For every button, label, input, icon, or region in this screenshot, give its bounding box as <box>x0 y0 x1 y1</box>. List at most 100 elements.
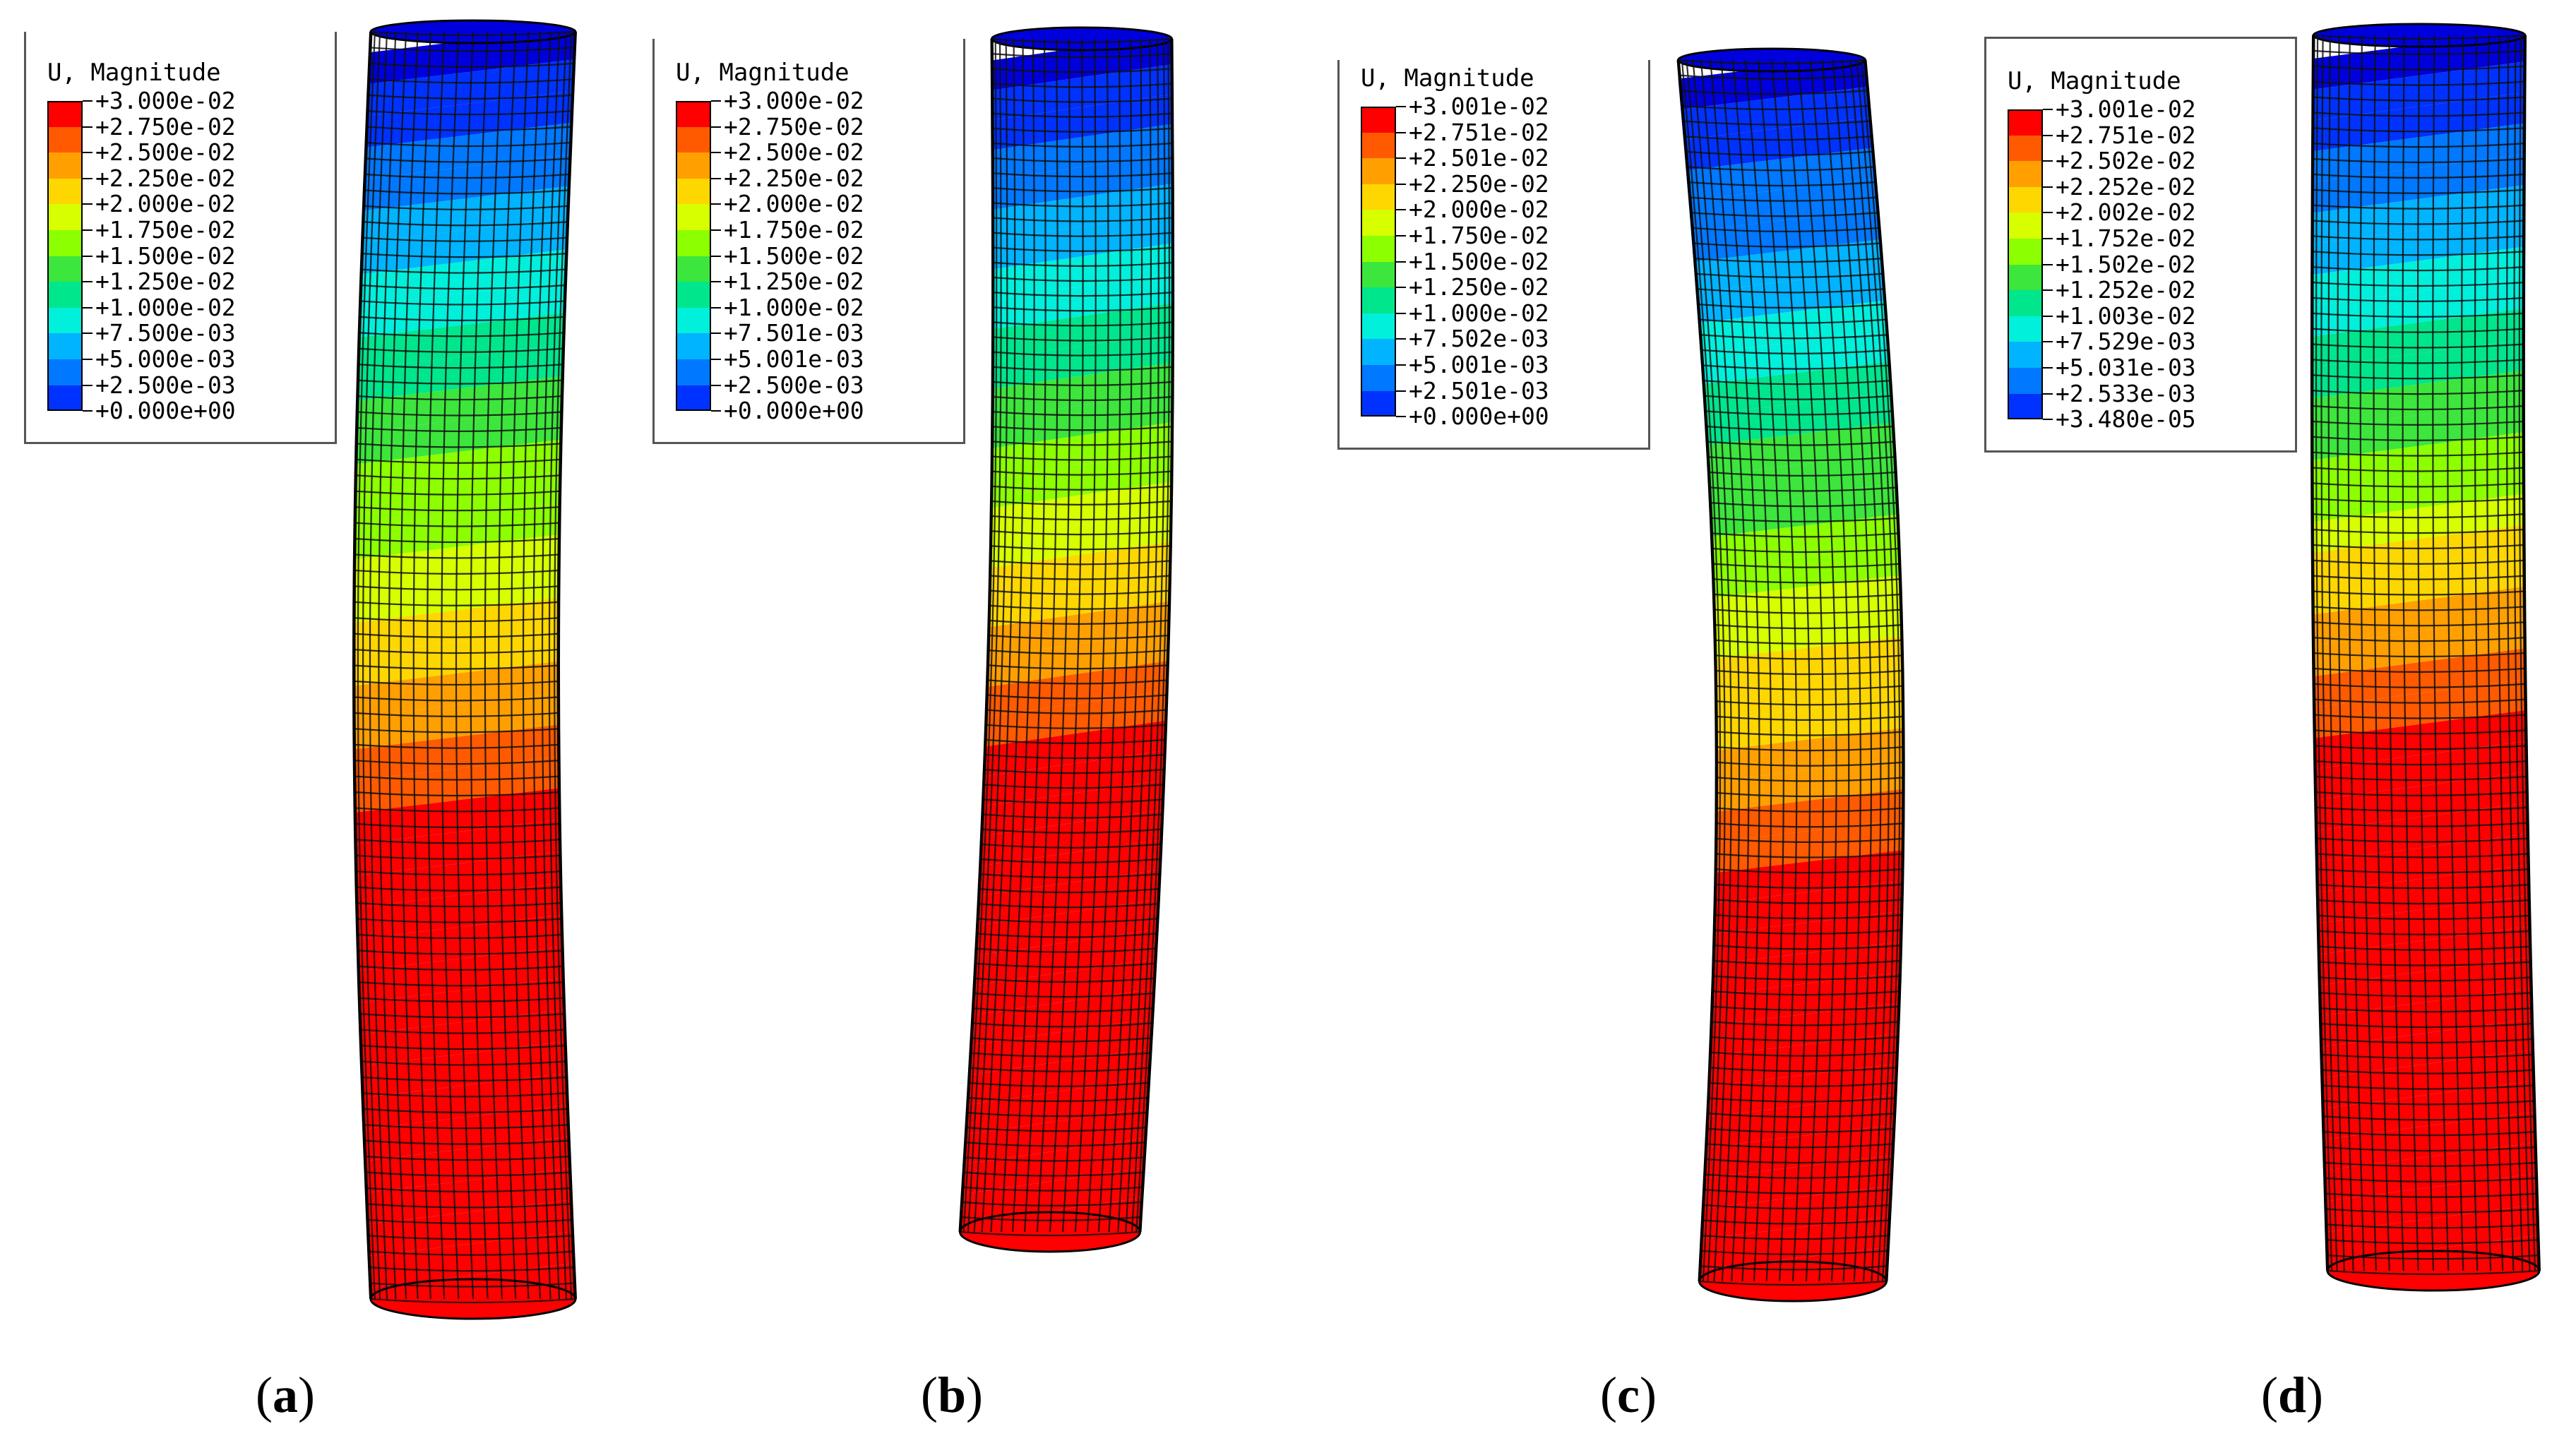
legend-title: U, Magnitude <box>676 59 849 87</box>
legend-swatch <box>47 256 83 282</box>
legend-swatch <box>47 178 83 205</box>
legend-tick <box>83 100 93 102</box>
legend-tick <box>1396 364 1406 366</box>
legend-label: +2.533e-03 <box>2056 379 2196 407</box>
background-mask <box>1288 1281 1932 1455</box>
legend-label: +2.250e-02 <box>1409 169 1549 198</box>
legend-label: +2.000e-02 <box>1409 196 1549 224</box>
legend-swatch <box>2008 109 2043 136</box>
legend-tick <box>2043 134 2053 136</box>
legend-label: +1.500e-02 <box>95 241 236 270</box>
legend-label: +3.000e-02 <box>724 87 864 114</box>
legend-tick <box>711 281 721 283</box>
legend-tick <box>2043 109 2053 110</box>
caption-open: ( <box>2261 1367 2278 1423</box>
legend-title: U, Magnitude <box>47 59 221 87</box>
legend-swatch <box>47 229 83 256</box>
caption-open: ( <box>1600 1367 1617 1423</box>
legend-swatch <box>676 152 711 179</box>
legend-tick <box>711 358 721 360</box>
legend-label: +1.750e-02 <box>95 215 236 244</box>
legend-tick <box>711 229 721 231</box>
legend-swatch <box>676 178 711 205</box>
column-outline <box>2310 35 2541 1271</box>
legend-tick <box>711 410 721 412</box>
legend-label: +2.502e-02 <box>2056 147 2196 175</box>
legend-label: +2.250e-02 <box>95 164 236 192</box>
legend-d: U, Magnitude +3.001e-02 +2.751e-02 +2.502e… <box>1984 37 2297 453</box>
panel-a: U, Magnitude +3.000e-02 +2.750e-02 +2.500e… <box>0 0 644 1455</box>
legend-swatch <box>47 126 83 153</box>
legend-tick <box>2043 341 2053 343</box>
legend-swatch <box>1361 339 1396 365</box>
column-outline <box>1676 59 1905 1282</box>
legend-tick <box>1396 287 1406 289</box>
legend-label: +1.502e-02 <box>2056 250 2196 278</box>
legend-label: +2.751e-02 <box>1409 118 1549 146</box>
legend-label: +1.000e-02 <box>95 293 236 321</box>
background-mask <box>1932 1271 2576 1455</box>
legend-swatch <box>2008 290 2043 316</box>
legend-tick <box>711 126 721 128</box>
caption-a: (a) <box>256 1366 315 1425</box>
column-outline <box>352 31 577 1300</box>
legend-label: +1.500e-02 <box>1409 247 1549 275</box>
legend-tick <box>2043 289 2053 292</box>
legend-tick <box>2043 212 2053 214</box>
legend-tick <box>83 333 93 335</box>
legend-tick <box>1396 234 1406 236</box>
legend-swatch <box>1361 184 1396 210</box>
caption-open: ( <box>921 1367 938 1423</box>
legend-tick <box>711 203 721 205</box>
panel-d: U, Magnitude +3.001e-02 +2.751e-02 +2.502e… <box>1932 0 2576 1455</box>
legend-swatch <box>47 359 83 385</box>
legend-swatch <box>676 126 711 153</box>
legend-swatch <box>47 282 83 308</box>
caption-b: (b) <box>921 1366 983 1425</box>
legend-label: +1.003e-02 <box>2056 301 2196 330</box>
legend-label: +5.001e-03 <box>724 345 864 373</box>
legend-tick <box>83 255 93 257</box>
legend-label: +3.001e-02 <box>2056 95 2196 123</box>
legend-title: U, Magnitude <box>1361 64 1534 92</box>
legend-label: +2.500e-02 <box>95 138 236 167</box>
legend-tick <box>1396 312 1406 314</box>
column-model-c <box>1288 0 1932 1455</box>
legend-tick <box>2043 186 2053 188</box>
legend-swatch <box>2008 316 2043 342</box>
panel-c: U, Magnitude +3.001e-02 +2.751e-02 +2.501e… <box>1288 0 1932 1455</box>
legend-swatch <box>1361 313 1396 340</box>
legend-swatch <box>676 385 711 412</box>
legend-swatch <box>676 282 711 308</box>
legend-tick <box>83 384 93 386</box>
caption-letter: d <box>2277 1367 2307 1423</box>
background-mask <box>644 1232 1288 1455</box>
legend-tick <box>1396 157 1406 160</box>
caption-close: ) <box>297 1367 315 1423</box>
legend-tick <box>83 281 93 283</box>
legend-swatch <box>676 359 711 385</box>
column-model-d <box>1932 0 2576 1455</box>
legend-tick <box>83 203 93 205</box>
legend-label: +2.750e-02 <box>95 112 236 140</box>
legend-label: +5.000e-03 <box>95 345 236 373</box>
legend-label: +2.501e-03 <box>1409 376 1549 405</box>
legend-label: +1.000e-02 <box>1409 299 1549 327</box>
legend-tick <box>711 100 721 102</box>
legend-label: +1.000e-02 <box>724 293 864 321</box>
legend-label: +7.529e-03 <box>2056 328 2196 356</box>
legend-label: +2.751e-02 <box>2056 121 2196 149</box>
legend-tick <box>1396 183 1406 185</box>
legend-tick <box>83 229 93 231</box>
legend-label: +0.000e+00 <box>724 397 864 425</box>
legend-label: +2.750e-02 <box>724 112 864 140</box>
legend-c: U, Magnitude +3.001e-02 +2.751e-02 +2.501e… <box>1337 34 1650 450</box>
legend-label: +3.480e-05 <box>2056 405 2196 433</box>
legend-label: +3.001e-02 <box>1409 92 1549 120</box>
legend-swatch <box>1361 210 1396 236</box>
legend-tick <box>711 384 721 386</box>
caption-letter: b <box>937 1367 967 1423</box>
legend-swatch <box>2008 212 2043 239</box>
caption-close: ) <box>1639 1367 1657 1423</box>
legend-label: +1.500e-02 <box>724 241 864 270</box>
